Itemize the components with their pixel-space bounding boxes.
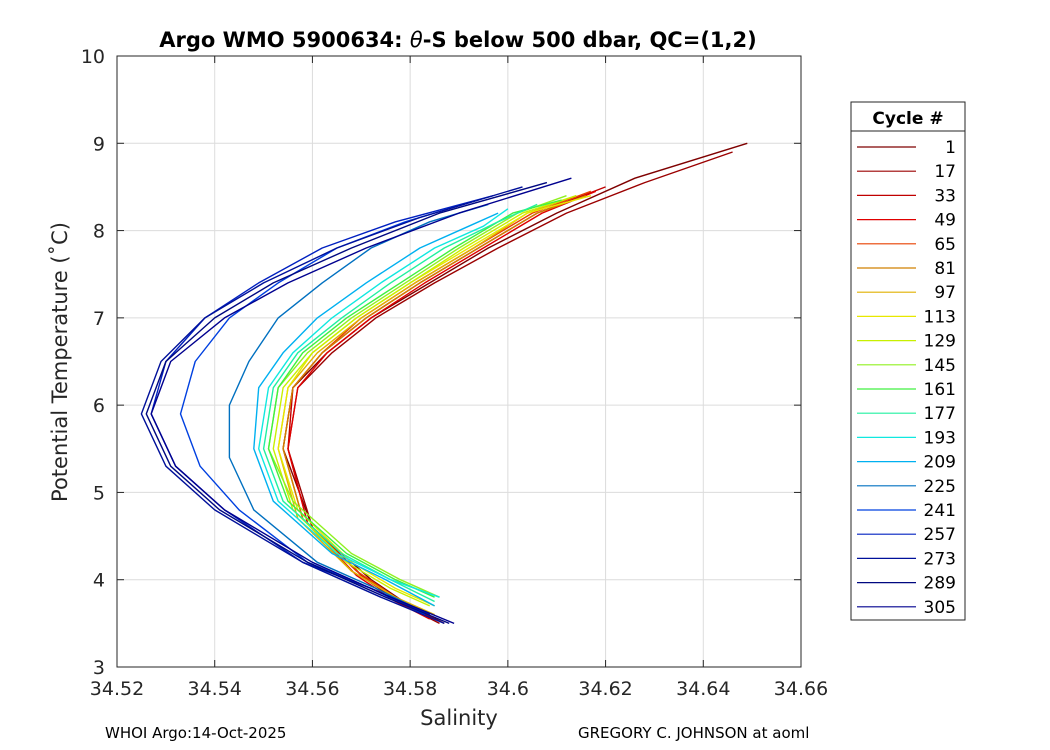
legend-label-177: 177 [924,404,956,424]
legend-label-145: 145 [924,356,956,376]
y-tick-label: 10 [81,46,105,68]
series-line-cycle-97 [277,195,577,616]
series-line-cycle-305 [150,177,572,625]
series-line-cycle-129 [272,195,577,607]
series-line-cycle-161 [267,199,562,598]
legend-label-161: 161 [924,380,956,400]
legend-label-273: 273 [924,549,956,569]
plot-frame [116,55,802,668]
legend-label-49: 49 [934,211,956,231]
y-tick-label: 3 [93,657,105,679]
legend: Cycle # 1 17 33 49 65 81 97 113 129 145 161 177 193 2… [850,101,966,621]
y-axis-label: Potential Temperature (˚C) [48,222,72,502]
legend-label-257: 257 [924,525,956,545]
x-tick-label: 34.52 [90,678,144,700]
x-tick-label: 34.54 [188,678,242,700]
x-tick-label: 34.58 [383,678,437,700]
series-line-cycle-209 [253,212,499,607]
legend-label-209: 209 [924,453,956,473]
legend-title: Cycle # [872,109,943,129]
legend-label-81: 81 [934,259,956,279]
series-line-cycle-273 [140,186,523,625]
legend-label-193: 193 [924,428,956,448]
y-tick-label: 7 [93,308,105,330]
legend-label-33: 33 [934,186,956,206]
y-tick-label: 6 [93,395,105,417]
footer-author: GREGORY C. JOHNSON at aoml [578,724,810,742]
y-tick-label: 9 [93,133,105,155]
footer-source: WHOI Argo:14-Oct-2025 [105,724,287,742]
x-tick-label: 34.64 [676,678,730,700]
y-tick-label: 8 [93,221,105,243]
legend-label-17: 17 [934,162,956,182]
legend-label-225: 225 [924,477,956,497]
series-line-cycle-145 [267,195,567,598]
series-line-cycle-289 [145,181,548,625]
y-tick-label: 4 [93,570,105,592]
x-tick-label: 34.66 [774,678,828,700]
x-tick-label: 34.62 [578,678,632,700]
x-axis-label: Salinity [420,706,498,730]
x-tick-label: 34.6 [487,678,529,700]
legend-label-97: 97 [934,283,956,303]
data-series [140,142,748,625]
legend-label-113: 113 [924,307,956,327]
legend-label-1: 1 [945,138,956,158]
legend-label-65: 65 [934,235,956,255]
series-line-cycle-193 [258,208,509,598]
legend-label-241: 241 [924,501,956,521]
chart-title: Argo WMO 5900634: θ-S below 500 dbar, QC… [159,28,756,52]
y-axis-ticks: 3 4 5 6 7 8 9 10 [81,46,801,679]
series-line-cycle-49 [287,190,597,620]
y-tick-label: 5 [93,482,105,504]
series-line-cycle-225 [228,203,489,616]
legend-label-289: 289 [924,574,956,594]
x-tick-label: 34.56 [285,678,339,700]
x-axis-ticks: 34.52 34.54 34.56 34.58 34.6 34.62 34.64 34.66 [90,56,828,700]
legend-label-305: 305 [924,598,956,618]
plot-area [117,56,801,667]
legend-label-129: 129 [924,332,956,352]
series-line-cycle-177 [262,203,538,603]
